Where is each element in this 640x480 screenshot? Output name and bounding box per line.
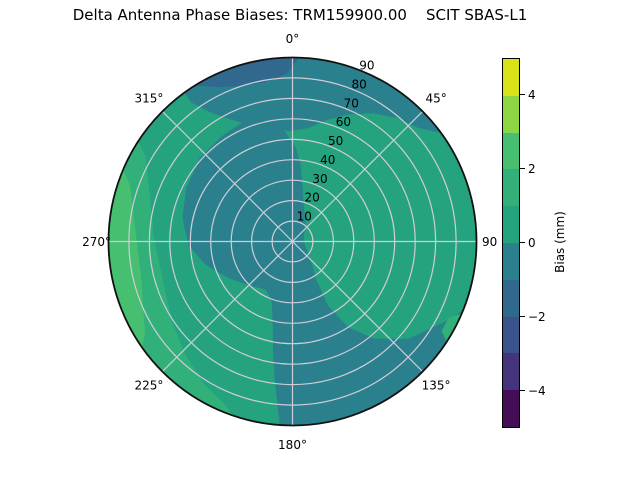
region-center-west-south-swath (182, 119, 464, 426)
region-west-crescent (108, 141, 233, 416)
colorbar-tick-mark-4 (520, 94, 525, 95)
radial-tick-label-30: 30 (312, 172, 327, 186)
angle-label-315: 315° (134, 91, 163, 105)
polar-outline (107, 56, 478, 427)
chart-title: Delta Antenna Phase Biases: TRM159900.00… (72, 6, 528, 24)
radial-tick-label-60: 60 (336, 115, 351, 129)
grid-spoke-315 (161, 110, 293, 242)
angle-label-270: 270° (82, 235, 111, 249)
colorbar (502, 58, 520, 428)
angle-label-90: 90 (482, 235, 497, 249)
colorbar-tick-label-2: 2 (528, 161, 536, 176)
grid-spoke-45 (292, 110, 424, 242)
colorbar-segment--4..-3mm (503, 353, 519, 391)
colorbar-axis-label: Bias (mm) (553, 211, 567, 273)
radial-tick-label-10: 10 (297, 210, 312, 224)
colorbar-segment-3..4mm (503, 95, 519, 133)
colorbar-tick-mark--4 (520, 390, 525, 391)
colorbar-segment--2..-1mm (503, 279, 519, 317)
angle-label-45: 45° (425, 91, 446, 105)
radial-tick-label-50: 50 (328, 134, 343, 148)
colorbar-segment--3..-2mm (503, 316, 519, 354)
angle-label-225: 225° (134, 379, 163, 393)
colorbar-tick-label-0: 0 (528, 235, 536, 250)
region-southeast-rim-sliver (441, 313, 462, 342)
colorbar-tick-label--2: −2 (528, 309, 546, 324)
colorbar-tick-mark-2 (520, 168, 525, 169)
colorbar-tick-label--4: −4 (528, 383, 546, 398)
radial-tick-label-70: 70 (344, 96, 359, 110)
radial-tick-label-90: 90 (359, 59, 374, 73)
colorbar-segment-4..5mm (503, 59, 519, 96)
grid-spoke-225 (161, 241, 293, 373)
grid-spoke-135 (292, 241, 424, 373)
radial-tick-label-80: 80 (351, 77, 366, 91)
colorbar-segment-0..1mm (503, 206, 519, 243)
angle-label-180: 180° (278, 438, 307, 452)
colorbar-tick-mark--2 (520, 316, 525, 317)
colorbar-segment-1..2mm (503, 169, 519, 207)
angle-label-135: 135° (422, 379, 451, 393)
colorbar-segment--1..0mm (503, 242, 519, 280)
colorbar-segment--5..-4mm (503, 390, 519, 427)
radial-tick-label-20: 20 (304, 191, 319, 205)
colorbar-tick-label-4: 4 (528, 87, 536, 102)
angle-label-0: 0° (286, 32, 300, 46)
region-west-rim-crescent (109, 169, 146, 347)
colorbar-segment-2..3mm (503, 132, 519, 170)
radial-tick-label-40: 40 (320, 153, 335, 167)
colorbar-tick-mark-0 (520, 242, 525, 243)
region-north-dark-notch (195, 57, 299, 88)
